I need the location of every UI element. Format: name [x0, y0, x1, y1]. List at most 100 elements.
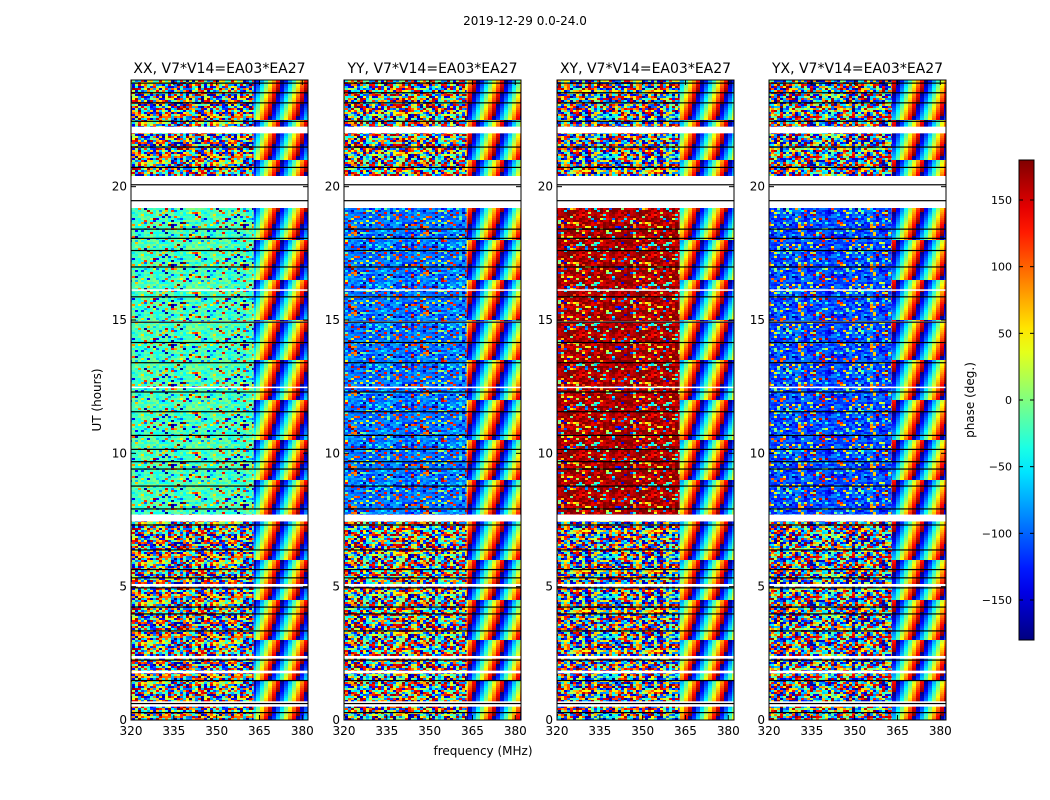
panel-0-scan-line — [131, 120, 308, 122]
panel-2-x-tick-label: 320 — [546, 724, 569, 738]
panel-2-scan-line — [557, 146, 734, 148]
panel-1-scan-line — [344, 549, 521, 551]
panel-1-scan-line — [344, 702, 521, 705]
panel-1-frame — [343, 79, 522, 721]
panel-0-fringe-band — [253, 208, 308, 515]
panel-1-data-band — [344, 521, 467, 720]
panel-0-y-tick-label: 5 — [119, 580, 127, 594]
panel-0-scan-line — [131, 468, 308, 470]
panel-2-x-tick-label: 335 — [588, 724, 611, 738]
panel-3-y-tick-label: 15 — [750, 313, 765, 327]
panel-1-scan-line — [344, 613, 521, 615]
panel-0-scan-line — [131, 391, 308, 393]
panel-2-fringe-band — [679, 208, 734, 515]
panel-1-scan-line — [344, 679, 521, 682]
panel-3-scan-line — [769, 587, 946, 589]
panel-2-x-tick-label: 365 — [674, 724, 697, 738]
panel-2-flagged-gap — [557, 584, 734, 587]
panel-2-scan-line — [557, 120, 734, 122]
panel-2-scan-line — [557, 92, 734, 94]
panel-1-y-tick-label: 15 — [325, 313, 340, 327]
panel-3-scan-line — [769, 362, 946, 364]
panel-0-scan-line — [131, 82, 308, 84]
panel-2-frame — [556, 79, 735, 721]
panel-1-x-tick-label: 320 — [333, 724, 356, 738]
panel-1-scan-line — [344, 577, 521, 579]
panel-2-scan-line — [557, 613, 734, 615]
colorbar-tick-label: 0 — [1005, 394, 1012, 407]
panel-0-frame — [130, 79, 309, 721]
panel-3-x-tick-label: 380 — [929, 724, 952, 738]
panel-2-flagged-gap — [557, 176, 734, 208]
panel-3-flagged-gap — [769, 514, 946, 522]
panel-3-x-tick-label: 335 — [800, 724, 823, 738]
colorbar-tick-label: 150 — [991, 194, 1012, 207]
panel-2-flagged-gap — [557, 514, 734, 522]
panel-3-scan-line — [769, 568, 946, 571]
panel-3-flagged-gap — [769, 126, 946, 134]
panel-2-fringe-band — [679, 521, 734, 720]
panel-3-scan-line — [769, 82, 946, 84]
panel-1-scan-line — [344, 228, 521, 230]
panel-1-scan-line — [344, 321, 521, 323]
panel-1-flagged-gap — [344, 289, 521, 291]
panel-3-scan-line — [769, 702, 946, 705]
panel-3-x-tick-label: 320 — [758, 724, 781, 738]
panel-0-scan-line — [131, 613, 308, 615]
panel-0-scan-line — [131, 362, 308, 364]
panel-3-scan-line — [769, 468, 946, 470]
panel-0-x-tick-label: 380 — [291, 724, 314, 738]
panel-3-flagged-gap — [769, 670, 946, 674]
panel-3-flagged-gap — [769, 656, 946, 659]
panel-3-flagged-gap — [769, 584, 946, 587]
panel-3-fringe-band — [891, 521, 946, 720]
panel-2-x-tick-label: 350 — [631, 724, 654, 738]
panel-1-scan-line — [344, 249, 521, 252]
panel-1-scan-line — [344, 92, 521, 94]
panel-1-scan-line — [344, 296, 521, 298]
colorbar-tick-label: 100 — [991, 261, 1012, 274]
panel-3-scan-line — [769, 712, 946, 714]
panel-3-flagged-gap — [769, 386, 946, 389]
panel-0-flagged-gap — [131, 584, 308, 587]
panel-1-scan-line — [344, 434, 521, 437]
panel-0-y-tick-label: 0 — [119, 713, 127, 727]
panel-2-title: XY, V7*V14=EA03*EA27 — [560, 61, 731, 77]
panel-1-scan-line — [344, 587, 521, 589]
panel-0-scan-line — [131, 184, 308, 186]
panel-2-scan-line — [557, 341, 734, 344]
panel-2-flagged-gap — [557, 126, 734, 134]
panel-1-scan-line — [344, 146, 521, 148]
panel-2-x-tick-label: 380 — [717, 724, 740, 738]
panel-0-flagged-gap — [131, 289, 308, 291]
panel-3-frame — [768, 79, 947, 721]
colorbar-tick-label: −100 — [982, 527, 1012, 540]
panel-1-scan-line — [344, 659, 521, 661]
panel-0-title: XX, V7*V14=EA03*EA27 — [133, 61, 305, 77]
panel-2-flagged-gap — [557, 289, 734, 291]
panel-3-x-tick-label: 350 — [843, 724, 866, 738]
panel-0-scan-line — [131, 587, 308, 589]
panel-2-scan-line — [557, 362, 734, 364]
panel-3-scan-line — [769, 321, 946, 323]
panel-0-scan-line — [131, 92, 308, 94]
panel-2-scan-line — [557, 249, 734, 252]
panel-0-data-band — [131, 521, 254, 720]
panel-2-y-tick-label: 15 — [538, 313, 553, 327]
panel-0-scan-line — [131, 630, 308, 632]
panel-1-title: YY, V7*V14=EA03*EA27 — [346, 61, 517, 77]
panel-0-x-tick-label: 365 — [248, 724, 271, 738]
panel-2-scan-line — [557, 577, 734, 579]
panel-2-scan-line — [557, 679, 734, 682]
panel-1-scan-line — [344, 102, 521, 104]
panel-3-scan-line — [769, 341, 946, 344]
panel-3-scan-line — [769, 296, 946, 298]
panel-1-scan-line — [344, 341, 521, 344]
panel-2-scan-line — [557, 485, 734, 487]
panel-1-x-tick-label: 335 — [375, 724, 398, 738]
panel-3-scan-line — [769, 524, 946, 526]
panel-0-scan-line — [131, 606, 308, 608]
panel-3-flagged-gap — [769, 289, 946, 291]
panel-0-fringe-band — [253, 521, 308, 720]
panel-0-data-band — [131, 208, 254, 515]
